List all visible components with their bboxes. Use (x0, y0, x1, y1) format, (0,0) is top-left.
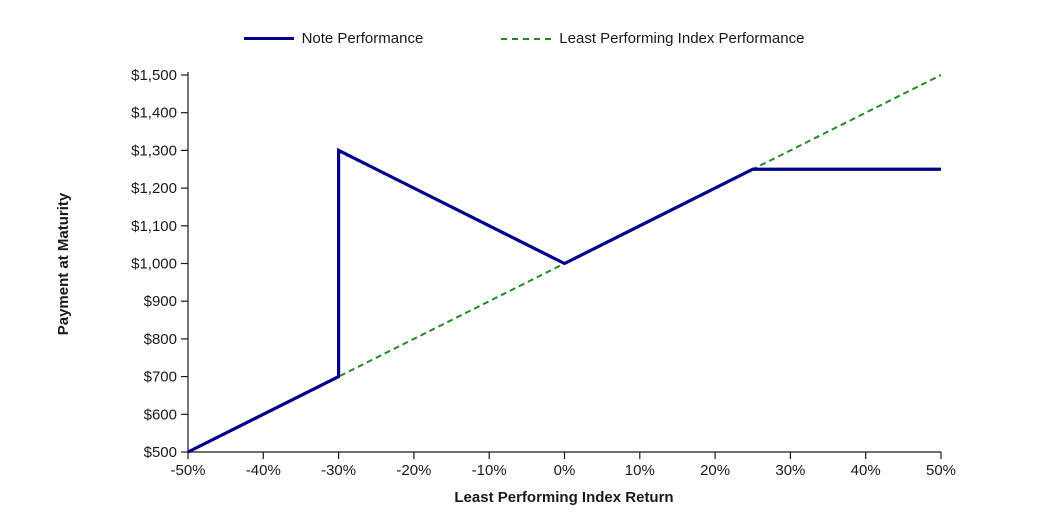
legend-label-index: Least Performing Index Performance (559, 30, 805, 47)
y-tick-label: $600 (144, 406, 177, 423)
y-tick-label: $1,000 (131, 256, 177, 273)
x-tick-label: 30% (775, 462, 805, 479)
y-tick-label: $1,400 (131, 105, 177, 122)
x-tick-label: -20% (396, 462, 431, 479)
legend-label-note: Note Performance (301, 30, 424, 47)
y-tick-label: $1,500 (131, 67, 177, 84)
chart-legend: Note Performance Least Performing Index … (0, 30, 1048, 47)
x-tick-label: 50% (926, 462, 956, 479)
index-line-swatch-icon (501, 37, 552, 40)
y-tick-label: $900 (144, 293, 177, 310)
note-line-swatch-icon (243, 37, 294, 40)
x-tick-label: 40% (851, 462, 881, 479)
y-tick-label: $1,200 (131, 180, 177, 197)
x-tick-label: -10% (472, 462, 507, 479)
y-tick-label: $700 (144, 369, 177, 386)
x-tick-label: -50% (170, 462, 205, 479)
plot-area: -50% -40% -30% -20% -10% 0% 10% 20% 30% 40% 50% $50… (131, 67, 956, 479)
y-tick-label: $1,100 (131, 218, 177, 235)
x-tick-label: 20% (700, 462, 730, 479)
y-axis-title: Payment at Maturity (55, 192, 72, 335)
y-tick-label: $1,300 (131, 142, 177, 159)
legend-item-index: Least Performing Index Performance (501, 30, 804, 47)
x-tick-label: -40% (246, 462, 281, 479)
series-line-note (187, 147, 941, 454)
x-tick-label: 10% (625, 462, 655, 479)
x-tick-label: 0% (554, 462, 576, 479)
y-tick-label: $500 (144, 444, 177, 461)
x-axis-title: Least Performing Index Return (454, 489, 673, 506)
y-tick-label: $800 (144, 331, 177, 348)
legend-item-note: Note Performance (243, 30, 424, 47)
x-tick-label: -30% (321, 462, 356, 479)
